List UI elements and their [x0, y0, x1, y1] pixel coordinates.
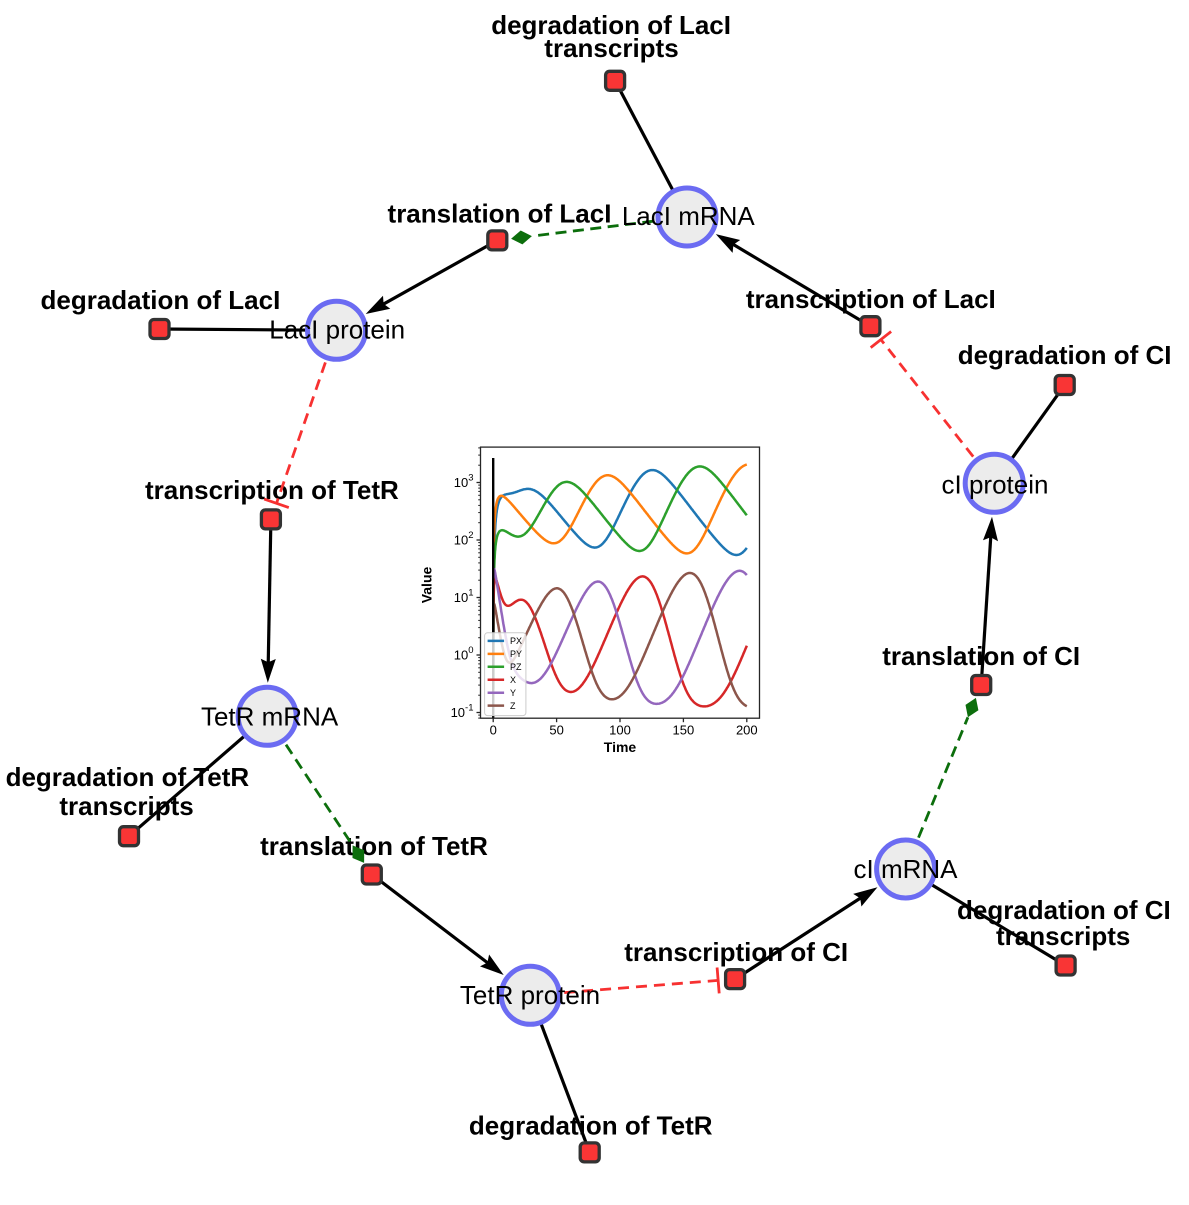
svg-text:TetR mRNA: TetR mRNA [201, 701, 339, 731]
svg-text:transcription of LacI: transcription of LacI [746, 284, 996, 314]
svg-text:transcripts: transcripts [544, 33, 678, 63]
svg-text:200: 200 [736, 723, 758, 738]
svg-text:PX: PX [510, 636, 522, 646]
svg-text:transcription of TetR: transcription of TetR [145, 475, 399, 505]
svg-text:cI protein: cI protein [942, 470, 1049, 500]
svg-text:degradation of CI: degradation of CI [958, 340, 1172, 370]
svg-text:cI mRNA: cI mRNA [854, 854, 959, 884]
svg-text:LacI mRNA: LacI mRNA [622, 201, 756, 231]
svg-text:transcripts: transcripts [59, 791, 193, 821]
svg-text:100: 100 [609, 723, 631, 738]
svg-text:translation of TetR: translation of TetR [260, 831, 488, 861]
svg-text:transcription of CI: transcription of CI [624, 937, 848, 967]
svg-text:Time: Time [604, 739, 637, 755]
svg-text:TetR protein: TetR protein [460, 980, 600, 1010]
svg-text:50: 50 [549, 723, 563, 738]
svg-text:degradation of TetR: degradation of TetR [6, 762, 250, 792]
svg-text:PY: PY [510, 649, 522, 659]
svg-text:0: 0 [490, 723, 497, 738]
svg-text:150: 150 [673, 723, 695, 738]
svg-text:degradation of LacI: degradation of LacI [40, 285, 280, 315]
svg-text:degradation of TetR: degradation of TetR [469, 1110, 713, 1140]
svg-text:degradation of LacI: degradation of LacI [491, 10, 731, 40]
svg-text:PZ: PZ [510, 662, 522, 672]
svg-text:LacI protein: LacI protein [269, 314, 405, 344]
svg-text:Y: Y [510, 688, 516, 698]
svg-text:translation of LacI: translation of LacI [388, 199, 612, 229]
svg-text:Value: Value [419, 567, 435, 604]
svg-text:X: X [510, 675, 516, 685]
svg-text:Z: Z [510, 701, 516, 711]
